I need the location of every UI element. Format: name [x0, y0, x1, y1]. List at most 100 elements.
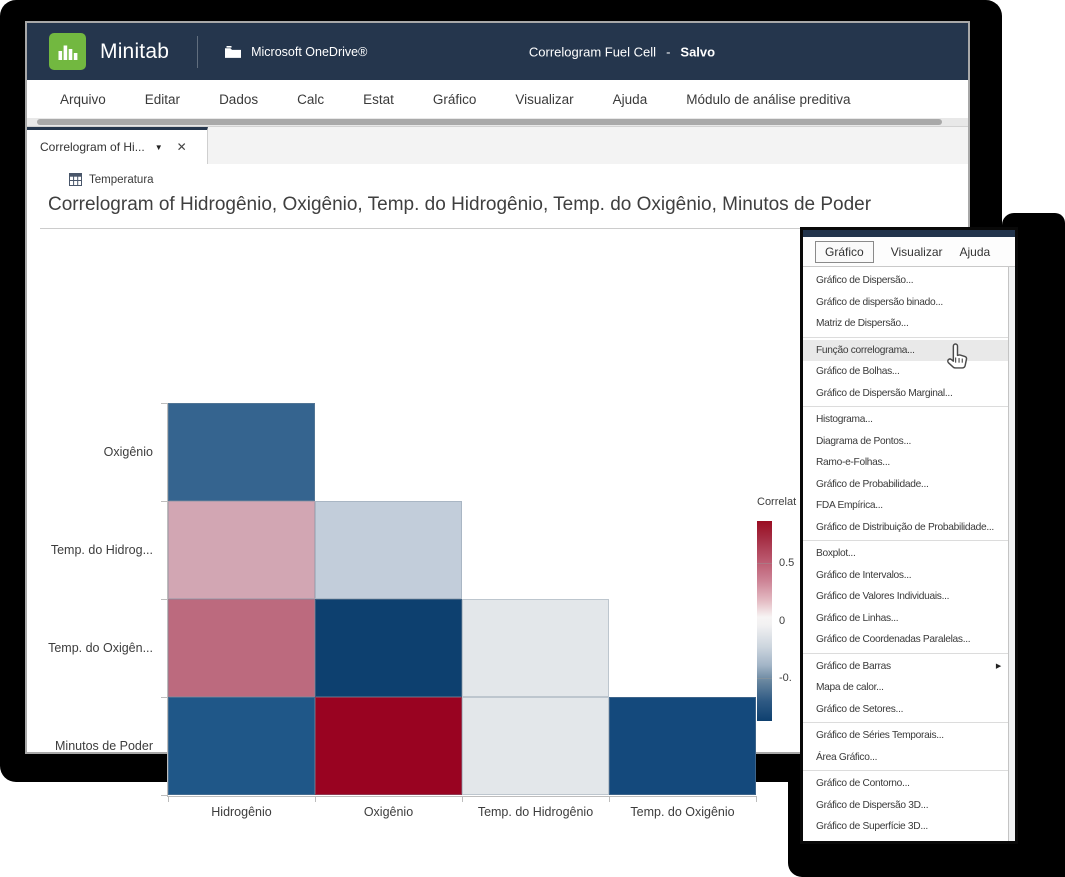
graph-menu-window: Gráfico Visualizar Ajuda Gráfico de Disper… [800, 227, 1018, 844]
menu-item-grafico-de-dispersao-marginal[interactable]: Gráfico de Dispersão Marginal... [816, 387, 953, 399]
x-axis-label: Oxigênio [363, 805, 414, 819]
save-status: Salvo [680, 44, 716, 59]
heatmap-cells [168, 403, 756, 796]
heatmap-cell-temp-do-hidrog-x-oxigenio [315, 501, 462, 599]
menu-group: Gráfico de Séries Temporais... Área Gráfi… [803, 722, 1008, 768]
menu-estat[interactable]: Estat [363, 91, 394, 107]
menu-item-grafico-de-dispersao-binado[interactable]: Gráfico de dispersão binado... [816, 296, 943, 308]
menu-group: Função correlograma... Gráfico de Bolhas.… [803, 336, 1008, 405]
legend-tick-label: 0.5 [779, 557, 795, 569]
popup-header-strip [803, 230, 1015, 237]
menu-visualizar[interactable]: Visualizar [515, 91, 574, 107]
menu-item-grafico-de-series-temporais[interactable]: Gráfico de Séries Temporais... [816, 730, 944, 741]
popup-tab-visualizar[interactable]: Visualizar [890, 244, 943, 259]
menu-item-area-grafico[interactable]: Área Gráfico... [816, 751, 878, 763]
menu-item-grafico-de-contorno[interactable]: Gráfico de Contorno... [816, 778, 910, 789]
popup-menu-body: Gráfico de Dispersão... Gráfico de disper… [803, 266, 1015, 841]
menu-item-boxplot[interactable]: Boxplot... [816, 548, 856, 559]
menu-modulo-de-analise-preditiva[interactable]: Módulo de análise preditiva [686, 91, 851, 107]
header-divider [197, 35, 199, 68]
menu-item-grafico-de-setores[interactable]: Gráfico de Setores... [816, 703, 904, 715]
heatmap-cell-temp-do-oxigen-x-hidrogenio [168, 599, 315, 697]
y-axis-label: Temp. do Hidrog... [50, 543, 153, 557]
legend-tick-line [757, 563, 772, 564]
menu-scrollbar-track[interactable] [27, 118, 968, 127]
menu-item-matriz-de-dispersao[interactable]: Matriz de Dispersão... [816, 318, 909, 329]
minitab-logo-icon [49, 33, 86, 70]
bar-chart-glyph [58, 45, 77, 60]
menu-group: Gráfico de Dispersão... Gráfico de disper… [803, 270, 1008, 335]
chart-title: Correlogram of Hidrogênio, Oxigênio, Tem… [48, 194, 872, 215]
tab-correlogram[interactable]: Correlogram of Hi... ▼ ✕ [27, 127, 208, 164]
y-axis-label: Minutos de Poder [55, 739, 153, 753]
tab-close-icon[interactable]: ✕ [176, 140, 187, 154]
worksheet-ref: Temperatura [69, 173, 154, 186]
storage-provider[interactable]: Microsoft OneDrive® [224, 45, 367, 59]
app-header: Minitab Microsoft OneDrive® Correlogram … [27, 23, 968, 80]
worksheet-grid-icon [69, 173, 82, 186]
y-axis-label: Oxigênio [103, 445, 153, 459]
heatmap-cell-minutos-de-poder-x-oxigenio [315, 697, 462, 795]
menu-item-grafico-de-distribuicao-de-probabilidade[interactable]: Gráfico de Distribuição de Probabilidade… [816, 521, 994, 533]
menu-item-funcao-correlograma[interactable]: Função correlograma... [803, 339, 1008, 361]
menu-item-grafico-de-coordenadas-paralelas[interactable]: Gráfico de Coordenadas Paralelas... [816, 634, 971, 645]
menu-grafico[interactable]: Gráfico [432, 91, 477, 107]
legend-tick-label: 0 [779, 615, 786, 627]
menu-item-ramo-e-folhas[interactable]: Ramo-e-Folhas... [816, 457, 890, 468]
popup-tab-grafico[interactable]: Gráfico [815, 240, 874, 263]
y-axis-tick [161, 501, 167, 502]
heatmap-cell-temp-do-oxigen-x-temp-do-hidrogenio [462, 599, 609, 697]
menu-dados[interactable]: Dados [219, 91, 259, 107]
heatmap-cell-minutos-de-poder-x-temp-do-oxigenio [609, 697, 756, 795]
menu-bar: Arquivo Editar Dados Calc Estat Gráfico Visual… [27, 80, 968, 118]
menu-editar[interactable]: Editar [144, 91, 181, 107]
menu-item-grafico-de-probabilidade[interactable]: Gráfico de Probabilidade... [816, 478, 929, 490]
x-axis-label: Temp. do Hidrogênio [477, 805, 594, 819]
menu-group: Gráfico de Barras ▶ Mapa de calor... Gráfic… [803, 652, 1008, 721]
menu-group: Gráfico de Contorno... Gráfico de Dispers… [803, 770, 1008, 838]
y-axis-tick [161, 599, 167, 600]
popup-tab-ajuda[interactable]: Ajuda [959, 244, 991, 259]
menu-item-grafico-de-valores-individuais[interactable]: Gráfico de Valores Individuais... [816, 591, 950, 602]
menu-item-grafico-de-bolhas[interactable]: Gráfico de Bolhas... [816, 366, 900, 377]
x-axis-tick [756, 796, 757, 802]
x-axis-tick [462, 796, 463, 802]
y-axis-tick [161, 403, 167, 404]
tab-caret-icon[interactable]: ▼ [154, 142, 163, 152]
document-title: Correlogram Fuel Cell [528, 44, 657, 59]
title-separator: - [666, 44, 671, 59]
document-title-group: Correlogram Fuel Cell - Salvo [529, 44, 715, 59]
menu-item-mapa-de-calor[interactable]: Mapa de calor... [816, 682, 884, 693]
folder-icon [225, 45, 242, 58]
worksheet-name: Temperatura [89, 173, 154, 186]
legend-tick-label: -0. [779, 672, 792, 684]
menu-item-diagrama-de-pontos[interactable]: Diagrama de Pontos... [816, 435, 912, 447]
menu-ajuda[interactable]: Ajuda [612, 91, 648, 107]
storage-label: Microsoft OneDrive® [251, 44, 368, 59]
heatmap-cell-minutos-de-poder-x-hidrogenio [168, 697, 315, 795]
submenu-arrow-icon: ▶ [995, 662, 1001, 670]
menu-item-histograma[interactable]: Histograma... [816, 414, 873, 425]
menu-group: Histograma... Diagrama de Pontos... Ramo-e… [803, 406, 1008, 538]
menu-item-fda-empirica[interactable]: FDA Empírica... [816, 500, 883, 511]
menu-group: Boxplot... Gráfico de Intervalos... Gráfic… [803, 540, 1008, 651]
menu-item-grafico-de-dispersao[interactable]: Gráfico de Dispersão... [816, 275, 914, 286]
menu-arquivo[interactable]: Arquivo [60, 91, 106, 107]
x-axis-tick [315, 796, 316, 802]
legend-title: Correlat [757, 496, 797, 508]
output-tab-bar: Correlogram of Hi... ▼ ✕ [27, 127, 968, 164]
menu-item-grafico-de-linhas[interactable]: Gráfico de Linhas... [816, 612, 899, 624]
hand-cursor-icon [947, 343, 968, 369]
legend-tick-line [757, 678, 772, 679]
menu-scrollbar-thumb[interactable] [37, 119, 942, 125]
menu-item-grafico-de-superficie-3d[interactable]: Gráfico de Superfície 3D... [816, 821, 928, 832]
menu-item-grafico-de-dispersao-3d[interactable]: Gráfico de Dispersão 3D... [816, 799, 929, 811]
heatmap-cell-temp-do-hidrog-x-hidrogenio [168, 501, 315, 599]
x-axis-tick [609, 796, 610, 802]
menu-item-grafico-de-intervalos[interactable]: Gráfico de Intervalos... [816, 569, 912, 581]
menu-item-grafico-de-barras[interactable]: Gráfico de Barras ▶ [803, 656, 1008, 678]
menu-calc[interactable]: Calc [297, 91, 325, 107]
popup-menu-panel: Gráfico de Dispersão... Gráfico de disper… [803, 267, 1009, 841]
popup-background-sliver [1009, 267, 1015, 841]
